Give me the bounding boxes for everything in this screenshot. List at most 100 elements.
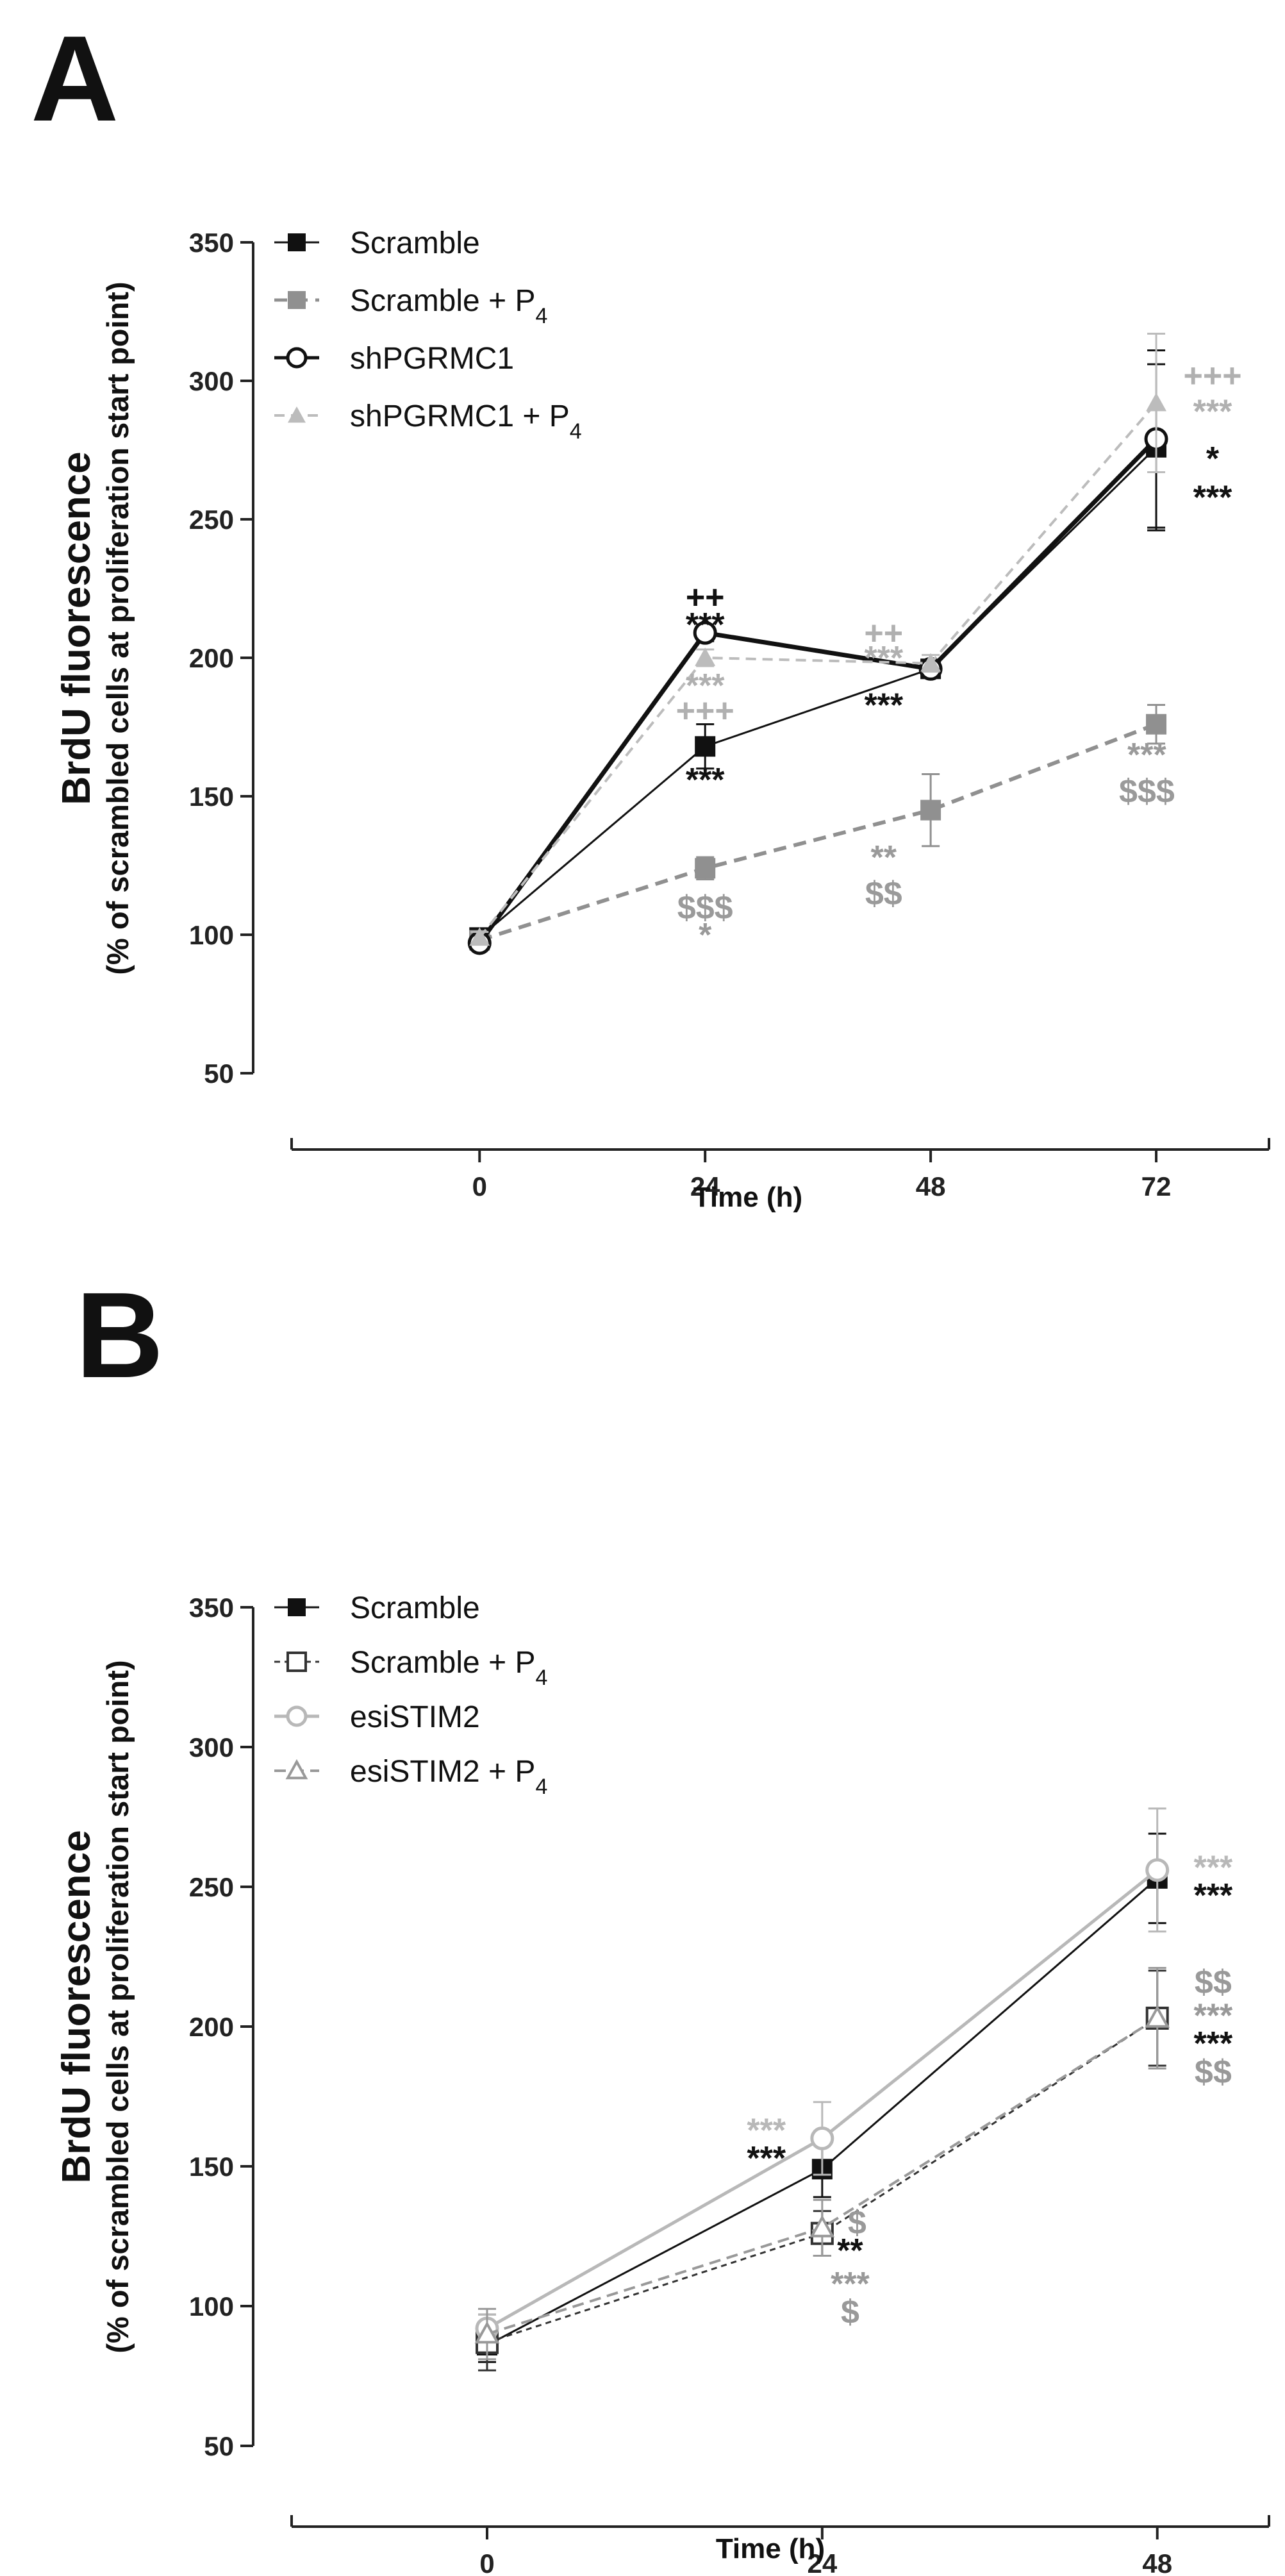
significance-label: ***	[1127, 737, 1166, 774]
legend-label: Scramble + P4	[350, 284, 547, 328]
y-tick-label: 50	[204, 1058, 234, 1089]
data-point	[1145, 1858, 1170, 1882]
y-tick-label: 50	[204, 2431, 234, 2461]
significance-label: ***	[686, 762, 725, 799]
series-3	[474, 1966, 1170, 2361]
data-point	[1146, 392, 1167, 412]
significance-label: ***	[864, 640, 903, 677]
legend-label: shPGRMC1	[350, 342, 514, 376]
significance-label: +++	[676, 692, 734, 730]
significance-label: **	[837, 2232, 863, 2270]
significance-label: ***	[1193, 394, 1232, 431]
significance-label: ***	[864, 687, 903, 724]
significance-label: ***	[747, 2140, 786, 2177]
y-tick-label: 300	[189, 1732, 234, 1762]
significance-label: ++	[686, 579, 725, 616]
y-tick-label: 350	[189, 1593, 234, 1623]
series-line	[486, 1868, 1159, 2330]
series-0	[477, 1832, 1168, 2363]
legend-label: Scramble	[350, 226, 480, 260]
significance-label: $	[848, 2204, 866, 2241]
significance-label: ***	[747, 2112, 786, 2149]
legend-marker	[288, 233, 306, 251]
legend-item: Scramble + P4	[274, 284, 547, 328]
legend-marker	[285, 1759, 308, 1780]
legend-label: Scramble	[350, 1591, 480, 1625]
x-tick-label: 72	[1141, 1171, 1172, 1201]
legend-subscript: 4	[535, 304, 547, 328]
legend-marker	[288, 406, 306, 423]
y-tick-label: 150	[189, 782, 234, 812]
series-3	[469, 333, 1167, 946]
legend-item: Scramble + P4	[274, 1646, 547, 1690]
data-point	[469, 927, 490, 946]
series-line	[477, 437, 1158, 945]
legend-marker	[286, 1705, 308, 1727]
x-tick-label: 24	[807, 2548, 837, 2576]
panel-b-ylabel-sub: (% of scrambled cells at proliferation s…	[101, 1660, 135, 2353]
panel-b-letter: B	[76, 1267, 163, 1403]
significance-label: *	[699, 917, 712, 954]
significance-label: $$	[865, 875, 902, 912]
legend-marker	[288, 1598, 306, 1616]
series-line	[479, 446, 1157, 939]
panel-a-xlabel: Time (h)	[693, 1182, 802, 1213]
significance-label: ***	[1193, 479, 1232, 516]
legend-item: Scramble	[274, 226, 480, 260]
panel-b-ylabel: BrdU fluorescence	[54, 1830, 99, 2183]
y-tick-label: 200	[189, 643, 234, 673]
panel-b-xlabel: Time (h)	[716, 2533, 825, 2564]
data-point	[1146, 714, 1167, 735]
data-point	[693, 621, 717, 645]
series-0	[469, 363, 1167, 948]
data-point	[809, 2214, 835, 2237]
legend-subscript: 4	[535, 1666, 547, 1690]
legend-subscript: 4	[570, 419, 582, 444]
series-line	[478, 402, 1157, 939]
data-point	[474, 2321, 500, 2344]
y-tick-label: 200	[189, 2012, 234, 2042]
significance-label: +++	[1183, 357, 1241, 394]
legend-item: shPGRMC1	[274, 342, 514, 376]
significance-label: ++	[864, 615, 903, 652]
significance-label: $$$	[1119, 773, 1175, 810]
y-tick-label: 300	[189, 366, 234, 396]
significance-label: ***	[1193, 1849, 1232, 1886]
significance-label: **	[871, 839, 897, 876]
y-tick-label: 150	[189, 2152, 234, 2182]
significance-label: ***	[686, 667, 725, 705]
series-1	[469, 703, 1167, 951]
significance-label: ***	[831, 2266, 870, 2303]
panel-a-letter: A	[31, 11, 119, 147]
legend-item: Scramble	[274, 1591, 480, 1625]
panel-a-ylabel-sub: (% of scrambled cells at proliferation s…	[101, 281, 135, 974]
y-tick-label: 250	[189, 505, 234, 535]
legend-item: shPGRMC1 + P4	[274, 399, 582, 444]
data-point	[920, 799, 941, 821]
x-tick-label: 0	[479, 2548, 494, 2576]
panel-a-ylabel: BrdU fluorescence	[54, 451, 99, 805]
x-tick-label: 24	[690, 1171, 720, 1201]
x-tick-label: 0	[472, 1171, 487, 1201]
series-line	[479, 722, 1157, 942]
data-point	[695, 648, 716, 666]
significance-label: ***	[1193, 1998, 1232, 2035]
significance-label: $$$	[677, 889, 733, 926]
data-point	[810, 2126, 834, 2150]
data-point	[695, 736, 716, 757]
legend-item: esiSTIM2 + P4	[274, 1755, 547, 1799]
legend-label: esiSTIM2 + P4	[350, 1755, 547, 1799]
significance-label: *	[1206, 440, 1220, 478]
legend-label: shPGRMC1 + P4	[350, 399, 582, 444]
data-point	[695, 858, 716, 879]
x-tick-label: 48	[1142, 2548, 1172, 2576]
y-tick-label: 250	[189, 1872, 234, 1902]
significance-label: $	[841, 2294, 859, 2331]
y-tick-label: 100	[189, 920, 234, 950]
legend-item: esiSTIM2	[274, 1700, 480, 1734]
y-tick-label: 350	[189, 228, 234, 258]
significance-label: ***	[1193, 1877, 1232, 1914]
legend-subscript: 4	[535, 1775, 547, 1799]
